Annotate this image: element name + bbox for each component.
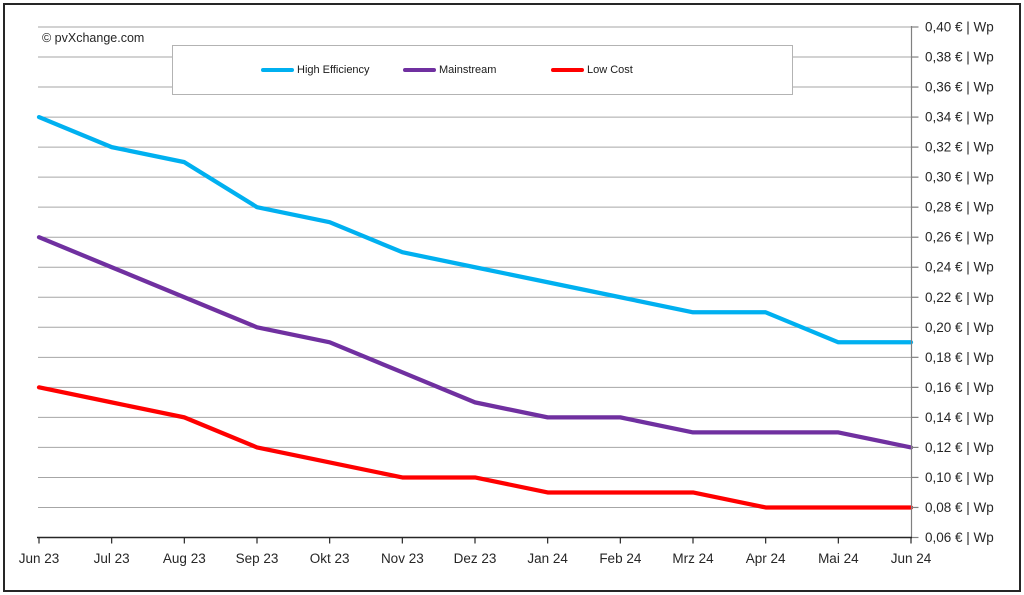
x-axis-label: Nov 23 (381, 551, 424, 566)
legend: High Efficiency Mainstream Low Cost (172, 45, 793, 95)
y-axis-label: 0,26 € | Wp (925, 230, 994, 245)
legend-label-low-cost: Low Cost (587, 64, 633, 76)
y-axis-label: 0,28 € | Wp (925, 200, 994, 215)
y-axis-label: 0,06 € | Wp (925, 530, 994, 545)
x-axis-label: Okt 23 (310, 551, 350, 566)
x-axis-label: Jun 23 (19, 551, 60, 566)
high-efficiency-line-swatch (261, 67, 294, 73)
x-axis-label: Mai 24 (818, 551, 859, 566)
legend-label-mainstream: Mainstream (439, 64, 497, 76)
y-axis-label: 0,32 € | Wp (925, 140, 994, 155)
x-axis-label: Jan 24 (527, 551, 568, 566)
y-axis-label: 0,12 € | Wp (925, 440, 994, 455)
x-axis-label: Jun 24 (891, 551, 932, 566)
x-axis-label: Aug 23 (163, 551, 206, 566)
x-axis-label: Mrz 24 (672, 551, 714, 566)
y-axis-label: 0,10 € | Wp (925, 470, 994, 485)
x-axis-label: Jul 23 (94, 551, 130, 566)
y-axis-label: 0,40 € | Wp (925, 20, 994, 35)
y-axis-label: 0,38 € | Wp (925, 50, 994, 65)
mainstream-line-swatch (403, 67, 436, 73)
y-axis-label: 0,18 € | Wp (925, 350, 994, 365)
y-axis-label: 0,08 € | Wp (925, 500, 994, 515)
y-axis-label: 0,30 € | Wp (925, 170, 994, 185)
legend-item-mainstream: Mainstream (403, 64, 496, 76)
x-axis-label: Apr 24 (746, 551, 786, 566)
y-axis-label: 0,34 € | Wp (925, 110, 994, 125)
y-axis-label: 0,22 € | Wp (925, 290, 994, 305)
y-axis-label: 0,24 € | Wp (925, 260, 994, 275)
y-axis-label: 0,16 € | Wp (925, 380, 994, 395)
low-cost-line-swatch (551, 67, 584, 73)
series-line-high-efficiency (36, 114, 914, 345)
x-axis-label: Dez 23 (454, 551, 497, 566)
legend-item-low-cost: Low Cost (551, 64, 633, 76)
y-axis-label: 0,36 € | Wp (925, 80, 994, 95)
series-line-mainstream (36, 235, 914, 450)
legend-item-high-efficiency: High Efficiency (261, 64, 370, 76)
legend-label-high-efficiency: High Efficiency (297, 64, 370, 76)
y-axis-label: 0,14 € | Wp (925, 410, 994, 425)
x-axis-label: Feb 24 (599, 551, 642, 566)
y-axis-label: 0,20 € | Wp (925, 320, 994, 335)
series-line-low-cost (36, 385, 914, 510)
copyright-label: © pvXchange.com (40, 31, 147, 45)
x-axis-label: Sep 23 (236, 551, 279, 566)
